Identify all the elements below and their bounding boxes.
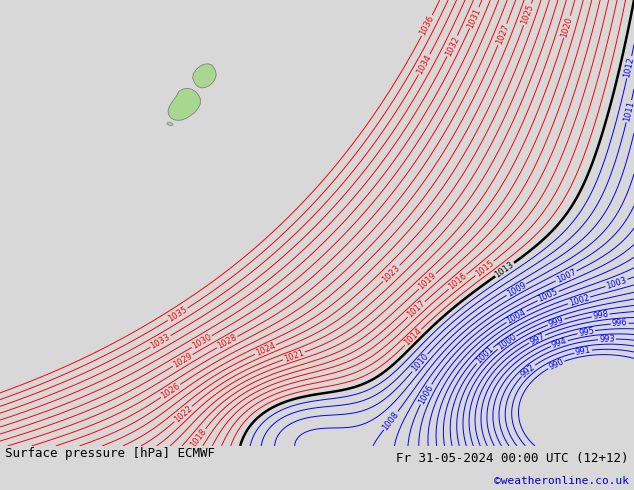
Text: 1003: 1003 bbox=[605, 275, 628, 291]
Text: 1007: 1007 bbox=[555, 268, 578, 285]
Text: 1017: 1017 bbox=[406, 299, 427, 320]
Text: 1009: 1009 bbox=[505, 280, 527, 298]
Text: ©weatheronline.co.uk: ©weatheronline.co.uk bbox=[494, 476, 629, 486]
Text: 1033: 1033 bbox=[149, 332, 172, 351]
Text: 1026: 1026 bbox=[159, 381, 182, 401]
Text: 991: 991 bbox=[574, 345, 592, 357]
Text: 1005: 1005 bbox=[537, 288, 560, 304]
Text: 996: 996 bbox=[612, 318, 628, 328]
Text: 1031: 1031 bbox=[466, 6, 482, 29]
Text: 1014: 1014 bbox=[403, 327, 424, 348]
Text: 997: 997 bbox=[528, 331, 546, 346]
Polygon shape bbox=[168, 88, 200, 121]
Text: 1032: 1032 bbox=[444, 34, 461, 57]
Text: 1025: 1025 bbox=[520, 3, 535, 26]
Text: 1019: 1019 bbox=[417, 271, 438, 292]
Text: 1004: 1004 bbox=[505, 308, 527, 325]
Text: 1020: 1020 bbox=[560, 16, 574, 38]
Text: 994: 994 bbox=[550, 337, 568, 350]
Text: 1011: 1011 bbox=[622, 100, 634, 122]
Text: 1030: 1030 bbox=[190, 332, 213, 351]
Text: Fr 31-05-2024 00:00 UTC (12+12): Fr 31-05-2024 00:00 UTC (12+12) bbox=[396, 451, 629, 465]
Polygon shape bbox=[193, 64, 216, 88]
Text: 1021: 1021 bbox=[283, 348, 306, 364]
Text: 1015: 1015 bbox=[474, 258, 496, 278]
Text: 993: 993 bbox=[599, 334, 615, 344]
Text: 1012: 1012 bbox=[623, 56, 634, 78]
Text: 1027: 1027 bbox=[495, 23, 510, 46]
Text: 998: 998 bbox=[592, 310, 609, 321]
Text: Surface pressure [hPa] ECMWF: Surface pressure [hPa] ECMWF bbox=[5, 446, 215, 460]
Text: 1034: 1034 bbox=[415, 53, 433, 76]
Text: 1000: 1000 bbox=[496, 333, 518, 352]
Text: 1022: 1022 bbox=[172, 404, 194, 424]
Text: 1018: 1018 bbox=[189, 427, 209, 449]
Text: 1002: 1002 bbox=[567, 293, 590, 308]
Text: 1010: 1010 bbox=[410, 352, 430, 374]
Text: 990: 990 bbox=[547, 357, 565, 372]
Text: 1008: 1008 bbox=[381, 410, 401, 432]
Text: 1023: 1023 bbox=[380, 263, 402, 284]
Text: 999: 999 bbox=[547, 315, 565, 329]
Text: 1035: 1035 bbox=[166, 305, 189, 324]
Text: 1006: 1006 bbox=[417, 383, 435, 406]
Text: 1036: 1036 bbox=[418, 14, 436, 37]
Text: 1029: 1029 bbox=[171, 351, 194, 369]
Polygon shape bbox=[167, 122, 173, 126]
Text: 1016: 1016 bbox=[446, 271, 469, 292]
Text: 1024: 1024 bbox=[254, 341, 277, 358]
Text: 995: 995 bbox=[578, 326, 595, 338]
Text: 1028: 1028 bbox=[216, 333, 238, 351]
Text: 1001: 1001 bbox=[474, 344, 495, 366]
Text: 992: 992 bbox=[519, 362, 537, 379]
Text: 1013: 1013 bbox=[493, 260, 516, 279]
